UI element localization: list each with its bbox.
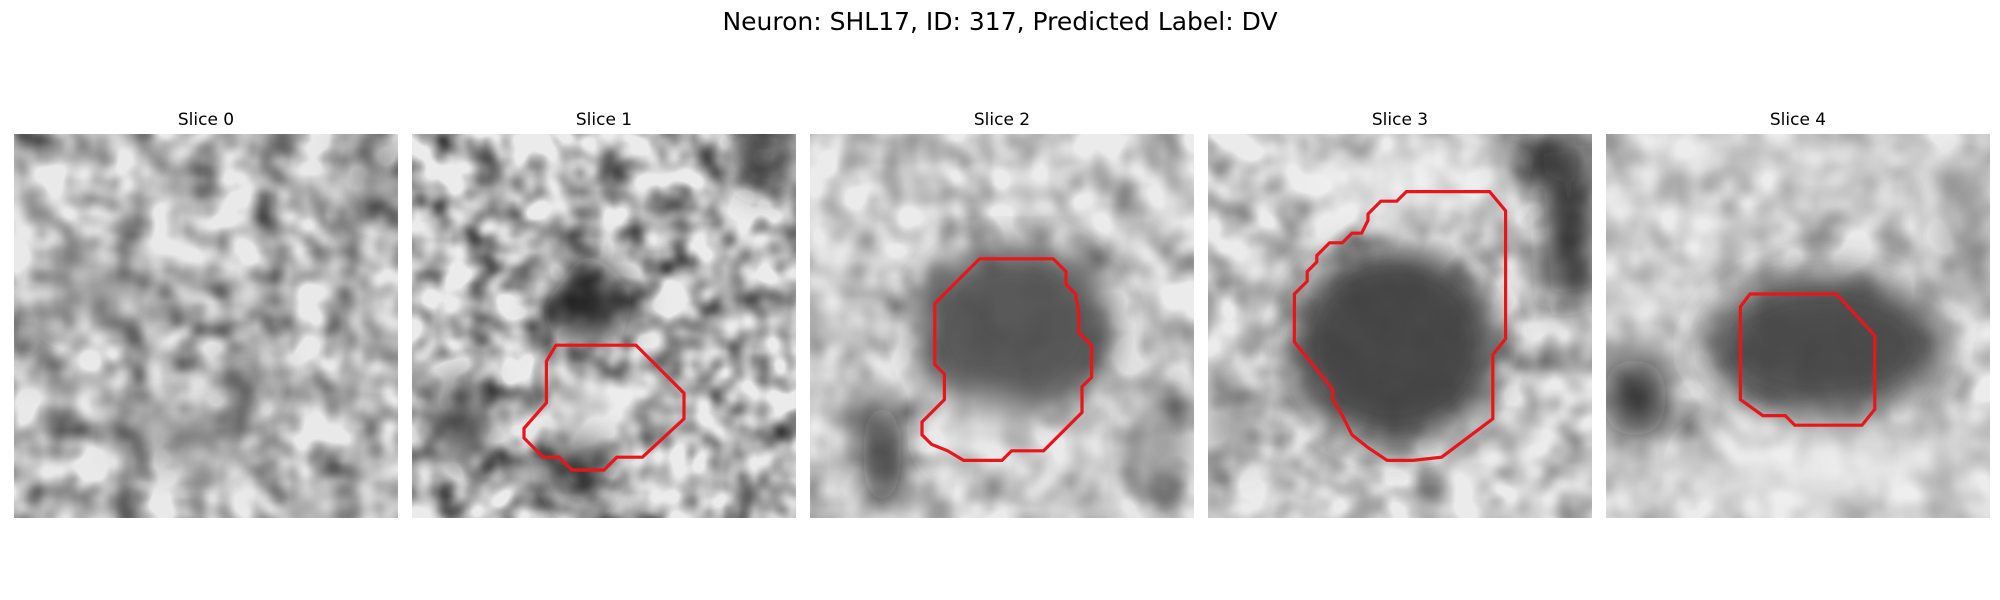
roi-outline <box>920 257 1094 462</box>
slice-title: Slice 4 <box>1769 110 1827 130</box>
slice-title: Slice 1 <box>575 110 633 130</box>
figure-title: Neuron: SHL17, ID: 317, Predicted Label:… <box>722 7 1278 36</box>
slice-panel-2: Slice 2 <box>810 108 1194 518</box>
slice-image <box>14 134 398 518</box>
slice-panel-0: Slice 0 <box>14 108 398 518</box>
slice-image <box>412 134 796 518</box>
slice-title: Slice 2 <box>973 110 1031 130</box>
roi-outline <box>1738 292 1877 427</box>
slice-panel-3: Slice 3 <box>1208 108 1592 518</box>
slice-panel-4: Slice 4 <box>1606 108 1990 518</box>
roi-outline <box>522 343 686 472</box>
roi-outline <box>1292 190 1508 462</box>
slice-panel-1: Slice 1 <box>412 108 796 518</box>
slice-title: Slice 0 <box>177 110 235 130</box>
slice-title: Slice 3 <box>1371 110 1429 130</box>
slice-image <box>1606 134 1990 518</box>
slice-image <box>810 134 1194 518</box>
slice-image <box>1208 134 1592 518</box>
